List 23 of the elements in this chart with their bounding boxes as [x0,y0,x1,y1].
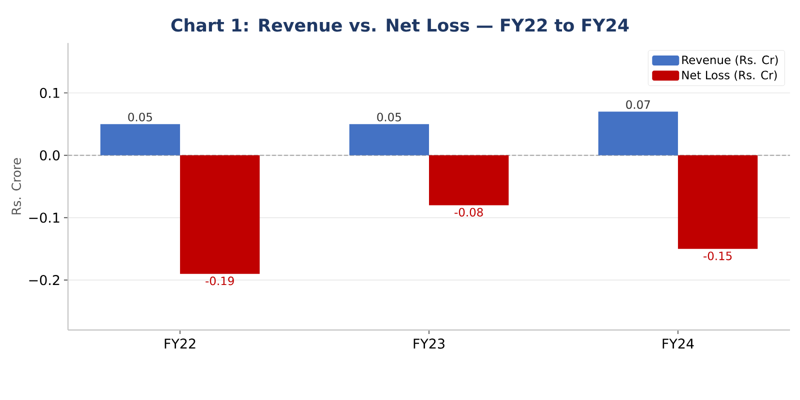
bar [100,124,180,156]
x-tick-label: FY22 [164,338,196,348]
data-label: 0.05 [128,112,152,122]
legend-label: Net Loss (Rs. Cr) [682,70,777,81]
bar [678,155,758,249]
data-label: -0.08 [454,208,483,217]
data-label: -0.15 [704,252,732,260]
y-tick-label: −0.1 [29,212,60,223]
bar [598,112,678,156]
y-tick-label: 0.1 [40,88,60,98]
data-label: 0.07 [626,100,650,109]
bar [180,155,260,274]
y-tick-label: 0.0 [40,150,60,160]
x-tick-label: FY23 [414,338,444,349]
y-tick-label: −0.2 [29,275,60,286]
data-label: 0.05 [377,112,401,122]
data-label: -0.19 [206,276,234,286]
x-tick-label: FY24 [662,338,694,348]
legend-label: Revenue (Rs. Cr) [682,55,778,66]
bar [429,155,509,206]
y-axis-title: Rs. Crore [12,158,21,214]
bar [349,124,430,156]
chart-title: Chart 1: Revenue vs. Net Loss — FY22 to FY24 [171,18,629,32]
